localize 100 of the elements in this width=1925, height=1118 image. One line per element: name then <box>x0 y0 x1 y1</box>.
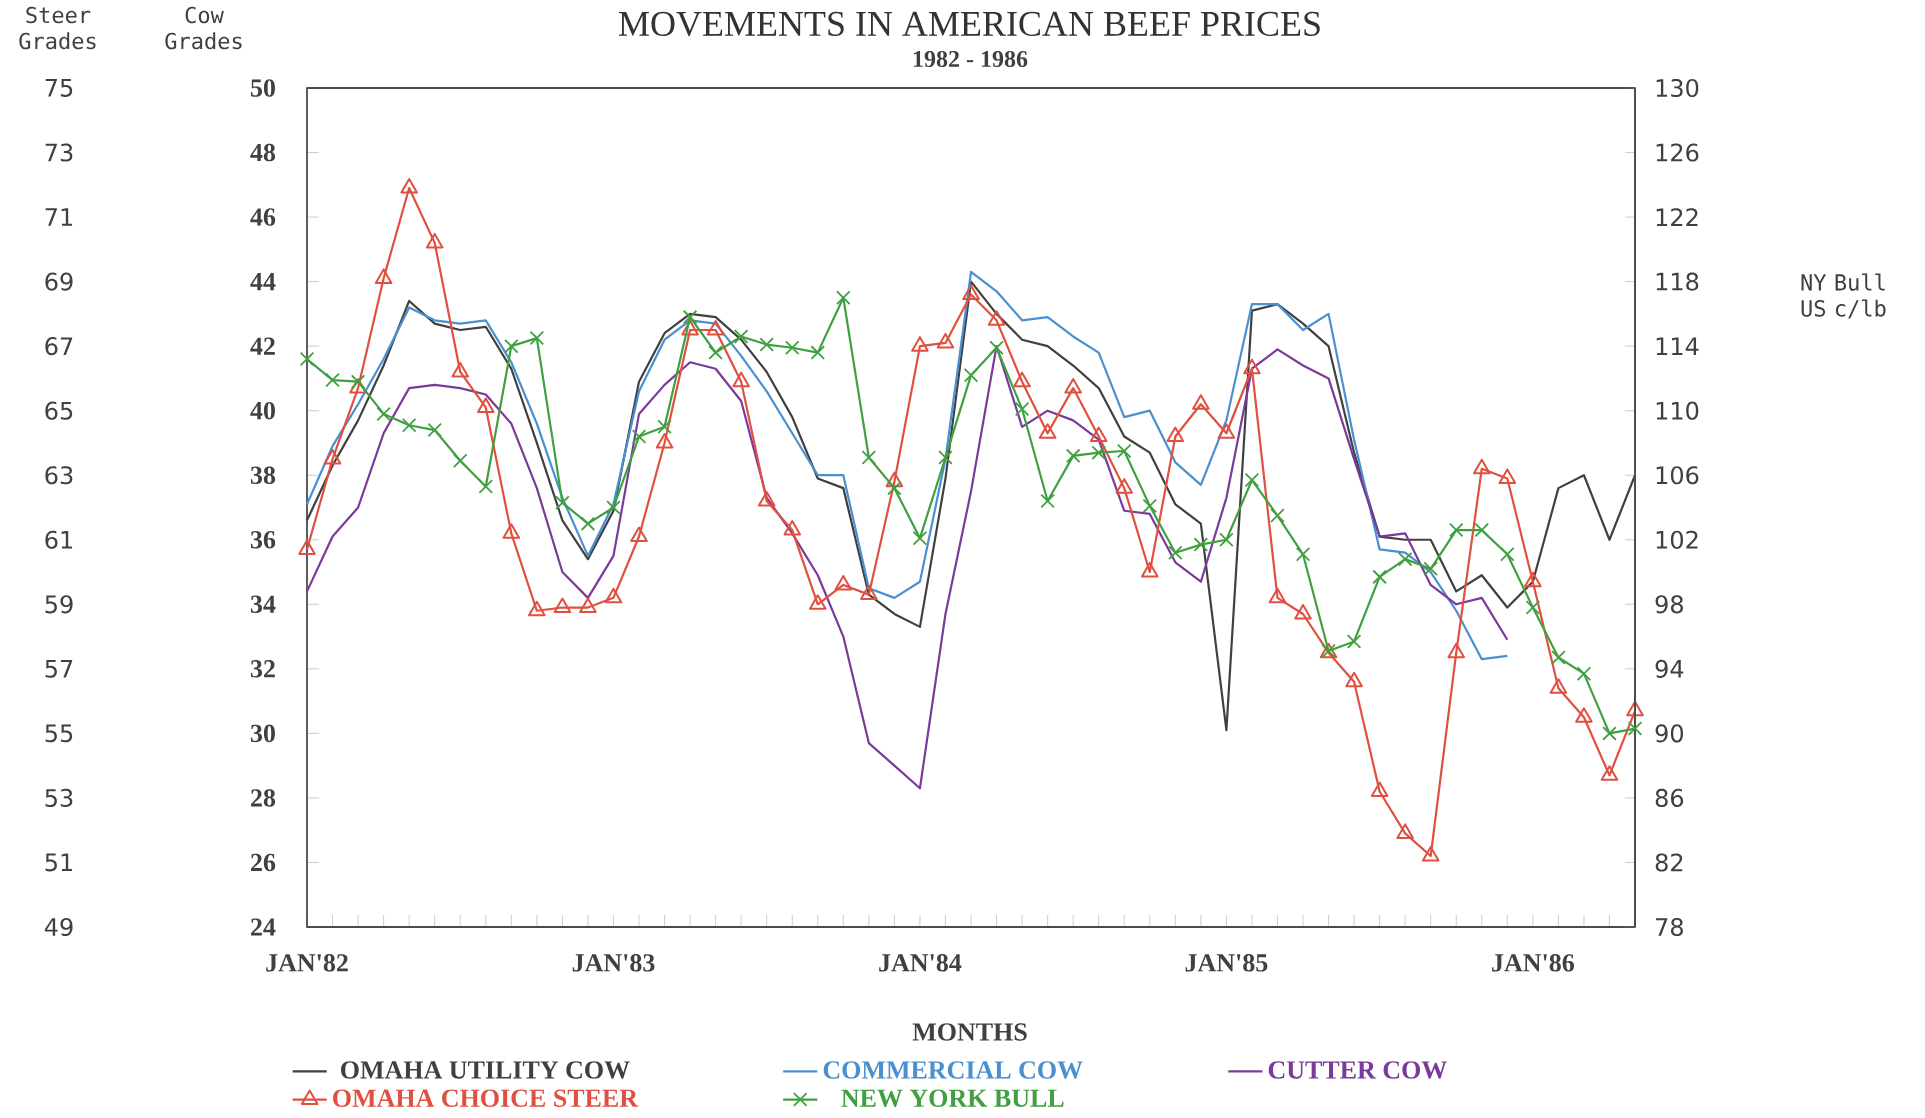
point <box>1270 508 1285 523</box>
point <box>708 345 723 360</box>
point <box>1421 846 1440 862</box>
point <box>1346 634 1362 649</box>
y-tick-label: 30 <box>250 724 275 743</box>
y2-tick-label: 75 <box>45 79 73 97</box>
point <box>1040 493 1055 509</box>
point <box>298 539 316 555</box>
point <box>350 374 366 389</box>
point <box>323 449 342 465</box>
point <box>1268 587 1287 604</box>
point <box>834 574 853 591</box>
point <box>325 372 340 388</box>
y2-tick-label: 73 <box>45 143 73 162</box>
point <box>631 429 647 444</box>
point <box>553 597 572 614</box>
point <box>783 520 802 536</box>
x-axis-title: MONTHS <box>912 1023 1027 1041</box>
y2-tick-label: 51 <box>45 853 73 872</box>
point <box>1345 671 1363 688</box>
point <box>476 397 495 413</box>
point <box>528 600 546 617</box>
point <box>655 432 674 449</box>
point <box>400 178 418 194</box>
point <box>1065 448 1081 464</box>
point <box>885 471 904 488</box>
y2-tick-label: 67 <box>45 337 73 356</box>
point <box>1549 678 1568 694</box>
point <box>1626 700 1644 717</box>
y3-tick-label: 90 <box>1655 724 1684 743</box>
y3-tick-label: 130 <box>1656 78 1699 98</box>
point <box>1627 721 1643 736</box>
point <box>784 340 800 356</box>
point <box>1168 545 1183 560</box>
point <box>451 361 470 378</box>
y2-tick-label: 63 <box>45 466 73 485</box>
point <box>989 340 1004 356</box>
point <box>1064 378 1082 394</box>
point <box>759 337 774 352</box>
point <box>504 338 519 354</box>
y-tick-label: 38 <box>250 466 276 484</box>
y-tick-label: 44 <box>250 273 276 291</box>
y-axis-title: Cow Grades <box>165 6 242 50</box>
point <box>1575 707 1593 723</box>
chart-subtitle: 1982 - 1986 <box>913 50 1028 68</box>
point <box>1217 423 1236 439</box>
point <box>630 526 648 543</box>
point <box>1115 478 1134 494</box>
y-tick-label: 42 <box>250 337 275 355</box>
point <box>732 371 750 388</box>
point <box>401 417 417 433</box>
point <box>1498 468 1517 484</box>
point <box>887 480 902 496</box>
point <box>861 450 877 465</box>
y2-axis-title: Steer Grades <box>19 6 96 50</box>
point <box>529 330 545 346</box>
y2-tick-label: 55 <box>45 724 73 743</box>
point <box>1474 522 1490 538</box>
y-tick-label: 26 <box>251 853 276 872</box>
point <box>1525 600 1541 615</box>
point <box>963 367 979 383</box>
y-tick-label: 46 <box>250 208 276 226</box>
point <box>502 523 521 539</box>
point <box>299 351 315 367</box>
point <box>681 320 699 336</box>
y2-tick-label: 59 <box>45 595 73 614</box>
y2-tick-label: 57 <box>45 659 73 678</box>
y3-tick-label: 102 <box>1656 530 1698 549</box>
y-tick-label: 50 <box>250 79 275 97</box>
line-series <box>305 270 1509 661</box>
legend-label: CUTTER COW <box>1268 1061 1447 1079</box>
point <box>938 450 953 465</box>
y3-tick-label: 106 <box>1656 466 1699 485</box>
legend-label: COMMERCIAL COW <box>823 1061 1083 1079</box>
y-tick-label: 24 <box>251 918 276 936</box>
point <box>912 530 928 546</box>
point <box>1472 458 1491 475</box>
y-tick-label: 28 <box>251 789 276 807</box>
y2-tick-label: 71 <box>45 208 73 226</box>
y3-tick-label: 126 <box>1656 143 1699 162</box>
point <box>810 345 826 360</box>
y-tick-label: 34 <box>250 595 276 614</box>
y2-tick-label: 65 <box>45 401 73 420</box>
y2-tick-label: 69 <box>45 272 73 291</box>
y3-tick-label: 78 <box>1656 917 1683 937</box>
y-tick-label: 32 <box>250 660 275 678</box>
y3-tick-label: 114 <box>1656 337 1699 355</box>
point <box>1116 443 1132 459</box>
point <box>579 597 597 614</box>
point <box>1166 426 1185 442</box>
point <box>1244 472 1260 488</box>
point <box>349 378 367 394</box>
chart-title: MOVEMENTS IN AMERICAN BEEF PRICES <box>619 11 1320 37</box>
x-tick-label: JAN'83 <box>572 954 655 972</box>
y2-tick-label: 61 <box>45 530 73 549</box>
y2-tick-label: 53 <box>45 788 73 807</box>
point <box>1192 394 1210 410</box>
point <box>427 422 442 438</box>
point <box>452 453 468 468</box>
point <box>936 332 955 349</box>
